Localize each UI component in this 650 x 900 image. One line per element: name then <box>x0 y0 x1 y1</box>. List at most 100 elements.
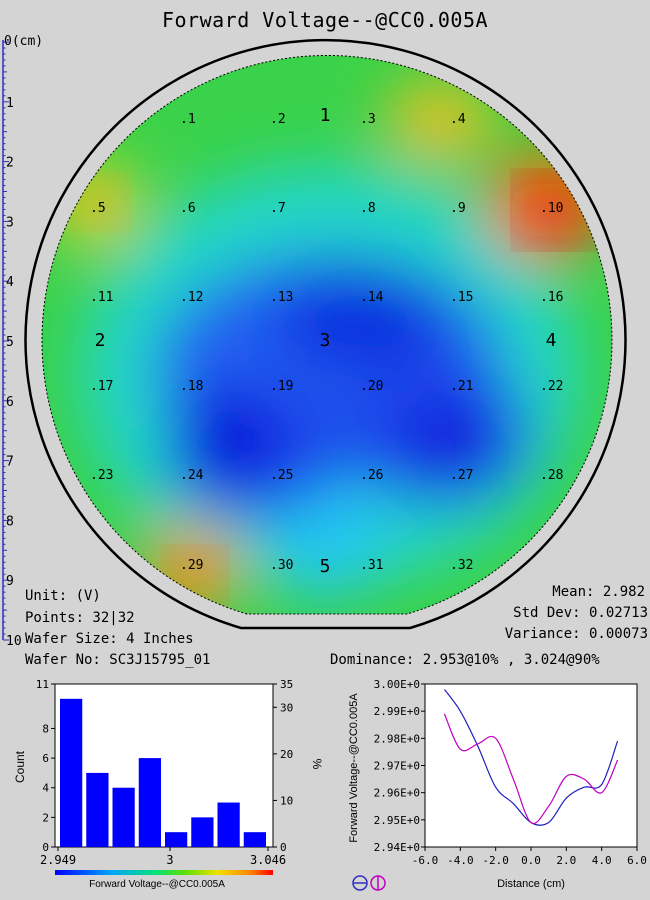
colorbar <box>55 870 273 875</box>
histogram-bar <box>165 832 188 847</box>
wafer-point-label: .27 <box>450 468 473 483</box>
wafer-point-label: .22 <box>540 379 563 394</box>
vertical-ruler: 1 2 3 4 5 6 7 8 9 10 <box>2 40 22 645</box>
wafer-region-label: 1 <box>320 105 331 126</box>
line-x-tick: -4.0 <box>447 854 474 867</box>
line-y-label: Forward Voltage--@CC0.005A <box>348 693 360 843</box>
horizontal-cut-icon <box>352 875 368 891</box>
wafer-point-label: .28 <box>540 468 563 483</box>
wafer-point-label: .5 <box>90 201 106 216</box>
histogram-bar <box>191 817 214 847</box>
wafer-size-label: Wafer Size: 4 Inches <box>25 631 194 647</box>
line-x-tick: -6.0 <box>412 854 439 867</box>
line-profile-chart: -6.0 -4.0 -2.0 0.0 2.0 4.0 6.0 2.94E+0 2.95E+0 2.… <box>348 678 647 891</box>
wafer-point-label: .15 <box>450 290 473 305</box>
wafer-point-label: .30 <box>270 558 293 573</box>
histogram-y2-tick: 35 <box>280 678 293 691</box>
mean-label: Mean: 2.982 <box>552 584 645 600</box>
histogram-y2-tick: 10 <box>280 794 293 807</box>
histogram-bar <box>138 758 161 847</box>
histogram-bar <box>112 787 135 847</box>
histogram-bar <box>217 802 240 847</box>
vertical-cut-icon <box>370 875 386 891</box>
wafer-region-label: 5 <box>320 556 331 577</box>
page-title: Forward Voltage--@CC0.005A <box>161 8 489 32</box>
wafer-point-label: .10 <box>540 201 563 216</box>
wafer-region-label: 2 <box>95 330 106 351</box>
histogram-y-tick: 6 <box>42 752 49 765</box>
line-x-tick: 6.0 <box>627 854 647 867</box>
line-y-tick: 2.94E+0 <box>374 841 420 854</box>
wafer-point-label: .17 <box>90 379 113 394</box>
wafer-point-label: .24 <box>180 468 204 483</box>
wafer-point-label: .4 <box>450 112 466 127</box>
wafer-point-label: .2 <box>270 112 286 127</box>
wafer-point-label: .6 <box>180 201 196 216</box>
ruler-tick-label: 2 <box>6 156 14 171</box>
wafer-point-label: .12 <box>180 290 203 305</box>
dominance-label: Dominance: 2.953@10% , 3.024@90% <box>330 652 600 668</box>
wafer-point-label: .19 <box>270 379 293 394</box>
wafer-no-label: Wafer No: SC3J15795_01 <box>25 652 211 668</box>
histogram-bar <box>86 772 109 847</box>
line-y-tick: 2.98E+0 <box>374 732 420 745</box>
wafer-point-label: .9 <box>450 201 466 216</box>
wafer-point-label: .8 <box>360 201 376 216</box>
line-x-tick: -2.0 <box>482 854 509 867</box>
histogram-y2-label: % <box>310 759 324 770</box>
unit-label: Unit: (V) <box>25 588 101 604</box>
line-y-tick: 2.97E+0 <box>374 760 420 773</box>
line-series-2 <box>443 713 619 825</box>
line-y-tick: 2.95E+0 <box>374 814 420 827</box>
histogram-x-tick: 3.046 <box>250 853 286 867</box>
points-label: Points: 32|32 <box>25 610 135 626</box>
line-y-tick: 2.96E+0 <box>374 787 420 800</box>
ruler-tick-label: 7 <box>6 455 14 470</box>
histogram-y-tick: 8 <box>42 722 49 735</box>
ruler-tick-label: 8 <box>6 514 14 529</box>
line-x-label: Distance (cm) <box>497 878 565 890</box>
std-dev-label: Std Dev: 0.02713 <box>513 605 648 621</box>
histogram-y-tick: 11 <box>36 678 49 691</box>
wafer-point-label: .13 <box>270 290 293 305</box>
ruler-tick-label: 1 <box>6 96 14 111</box>
variance-label: Variance: 0.00073 <box>504 626 648 642</box>
line-x-tick: 0.0 <box>521 854 541 867</box>
histogram-y-tick: 4 <box>42 782 49 795</box>
wafer-point-label: .32 <box>450 558 473 573</box>
ruler-tick-label: 3 <box>6 215 14 230</box>
wafer-point-label: .14 <box>360 290 384 305</box>
wafer-point-label: .20 <box>360 379 383 394</box>
wafer-point-label: .29 <box>180 558 203 573</box>
histogram-y2-tick: 20 <box>280 748 293 761</box>
histogram-y2-tick: 30 <box>280 701 293 714</box>
ruler-tick-label: 6 <box>6 395 14 410</box>
histogram-x-tick: 2.949 <box>40 853 76 867</box>
wafer-point-label: .18 <box>180 379 203 394</box>
wafer-region-label: 4 <box>546 330 557 351</box>
wafer-point-label: .7 <box>270 201 286 216</box>
ruler-tick-label: 4 <box>6 275 14 290</box>
histogram-y-tick: 2 <box>42 811 49 824</box>
wafer-map: .1 .2 .3 .4 .5 .6 .7 .8 .9 .10 .11 .12 .13 .14 .15 .16.… <box>24 38 627 630</box>
histogram-y-label: Count <box>13 750 27 783</box>
line-x-tick: 2.0 <box>556 854 576 867</box>
histogram-y2-tick: 0 <box>280 841 287 854</box>
wafer-point-label: .31 <box>360 558 383 573</box>
histogram-chart: 0 2 4 6 8 11 0 10 20 30 35 2.949 3 3.046 Forward Volt… <box>13 678 324 890</box>
histogram-y-tick: 0 <box>42 841 49 854</box>
wafer-point-label: .11 <box>90 290 113 305</box>
wafer-point-label: .1 <box>180 112 196 127</box>
ruler-tick-label: 9 <box>6 574 14 589</box>
wafer-region-label: 3 <box>320 330 331 351</box>
histogram-bar <box>243 832 266 847</box>
ruler-tick-label: 10 <box>6 634 22 645</box>
wafer-point-label: .16 <box>540 290 563 305</box>
line-y-tick: 3.00E+0 <box>374 678 420 691</box>
histogram-x-tick: 3 <box>166 853 173 867</box>
wafer-point-label: .3 <box>360 112 376 127</box>
wafer-point-label: .21 <box>450 379 473 394</box>
line-x-tick: 4.0 <box>592 854 612 867</box>
line-y-tick: 2.99E+0 <box>374 705 420 718</box>
wafer-point-label: .26 <box>360 468 383 483</box>
